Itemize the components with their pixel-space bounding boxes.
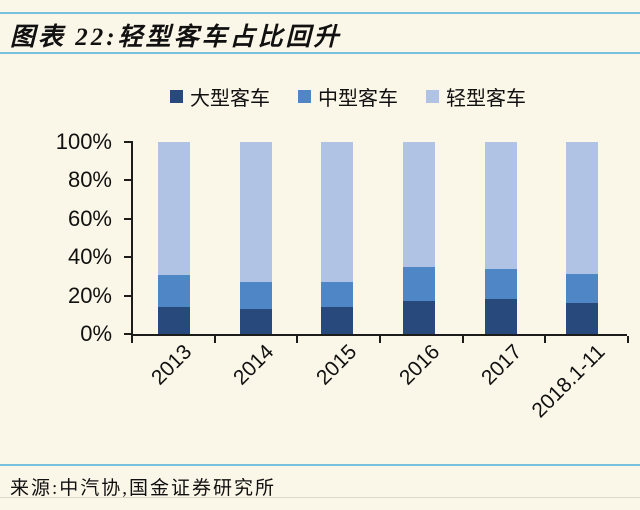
bar-segment-light-bus xyxy=(239,142,272,283)
y-axis-tick xyxy=(124,141,132,143)
bar-cell-2018.1-11 xyxy=(541,142,623,334)
y-axis-tick xyxy=(124,333,132,335)
bar-cell-2016 xyxy=(378,142,460,334)
bar-segment-large-bus xyxy=(239,309,272,334)
bar-segment-medium-bus xyxy=(402,266,435,302)
bar-2018.1-11 xyxy=(566,142,599,334)
bar-segment-medium-bus xyxy=(321,282,354,308)
x-axis-tick xyxy=(627,336,629,343)
bar-segment-medium-bus xyxy=(566,274,599,304)
y-axis-tick-label: 0% xyxy=(80,321,112,346)
panel-bottom-edge xyxy=(0,497,640,498)
y-axis-tick-label: 20% xyxy=(67,282,112,308)
bar-segment-large-bus xyxy=(321,307,354,334)
bar-2016 xyxy=(402,142,435,334)
y-axis-tick xyxy=(124,256,132,259)
bar-segment-light-bus xyxy=(402,142,435,267)
y-axis-tick-label: 100% xyxy=(55,129,112,154)
x-axis-tick xyxy=(461,336,464,343)
bar-segment-large-bus xyxy=(484,299,517,334)
legend-item-light-bus: 轻型客车 xyxy=(426,82,526,111)
bar-cell-2015 xyxy=(296,142,378,334)
legend: 大型客车 中型客车 轻型客车 xyxy=(0,82,640,111)
bar-cell-2013 xyxy=(133,142,215,334)
bar-segment-medium-bus xyxy=(157,274,190,308)
x-axis-label: 2016 xyxy=(394,340,444,390)
x-axis-label: 2017 xyxy=(477,340,527,390)
bar-segment-large-bus xyxy=(157,307,190,334)
bar-segment-medium-bus xyxy=(484,268,517,300)
bar-2017 xyxy=(484,142,517,334)
x-axis-label: 2018.1-11 xyxy=(527,340,610,423)
bar-segment-light-bus xyxy=(566,142,599,275)
y-axis-tick xyxy=(124,294,132,297)
bar-segment-light-bus xyxy=(484,142,517,269)
legend-swatch-light-bus xyxy=(426,90,439,103)
divider-line-footer xyxy=(0,464,640,466)
y-axis-tick xyxy=(124,217,132,220)
legend-label-large-bus: 大型客车 xyxy=(190,88,270,110)
x-axis-tick xyxy=(379,336,381,343)
y-axis-tick xyxy=(124,179,132,182)
figure-title: 图表 22:轻型客车占比回升 xyxy=(10,24,342,51)
legend-item-large-bus: 大型客车 xyxy=(170,82,270,111)
y-axis-tick-label: 60% xyxy=(67,205,112,231)
divider-line-top xyxy=(0,12,640,14)
y-axis-tick-label: 40% xyxy=(67,244,112,270)
source-note: 来源:中汽协,国金证券研究所 xyxy=(10,478,277,499)
bar-2013 xyxy=(157,142,190,334)
bar-series-area xyxy=(133,142,623,334)
legend-label-medium-bus: 中型客车 xyxy=(318,88,398,110)
bar-cell-2014 xyxy=(215,142,297,334)
legend-item-medium-bus: 中型客车 xyxy=(298,82,398,111)
y-axis xyxy=(131,141,133,336)
x-axis-label: 2015 xyxy=(311,340,362,390)
legend-label-light-bus: 轻型客车 xyxy=(446,88,526,110)
bar-cell-2017 xyxy=(460,142,542,334)
bar-2014 xyxy=(239,142,272,334)
x-axis-label: 2013 xyxy=(146,340,196,390)
bar-segment-large-bus xyxy=(402,301,435,334)
legend-swatch-large-bus xyxy=(170,90,183,103)
legend-swatch-medium-bus xyxy=(298,90,311,103)
x-axis-tick xyxy=(213,336,216,343)
bar-segment-medium-bus xyxy=(239,282,272,310)
x-axis-tick xyxy=(131,336,133,343)
x-axis xyxy=(131,334,627,336)
bar-2015 xyxy=(321,142,354,334)
x-axis-tick xyxy=(296,336,299,343)
x-axis-tick xyxy=(544,336,547,343)
bar-segment-large-bus xyxy=(566,303,599,334)
divider-line-header xyxy=(0,52,640,54)
bar-segment-light-bus xyxy=(321,142,354,283)
y-axis-tick-label: 80% xyxy=(67,167,112,193)
bar-segment-light-bus xyxy=(157,142,190,275)
x-axis-label: 2014 xyxy=(229,340,279,390)
